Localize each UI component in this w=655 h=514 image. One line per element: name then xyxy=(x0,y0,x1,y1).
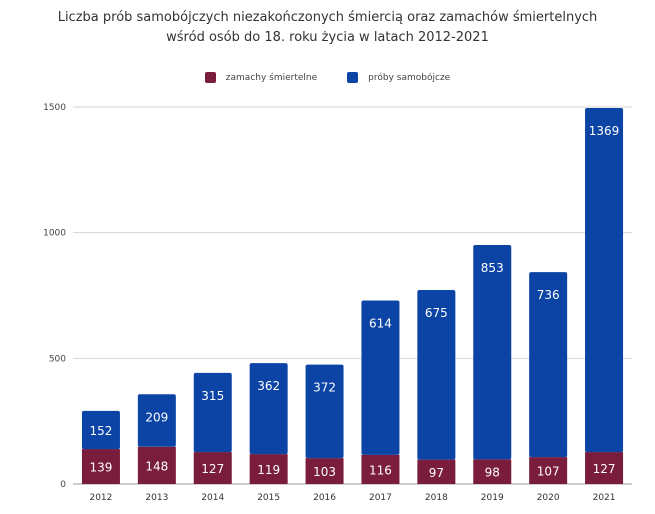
data-label: 119 xyxy=(257,463,280,477)
data-label: 614 xyxy=(369,317,392,331)
y-tick-label: 500 xyxy=(49,354,66,364)
data-label: 209 xyxy=(145,410,168,424)
bar-zamachy xyxy=(585,452,624,484)
legend: zamachy śmiertelne próby samobójcze xyxy=(0,72,655,83)
bar-proby xyxy=(361,300,400,455)
x-tick-label: 2019 xyxy=(481,493,504,503)
data-label: 315 xyxy=(201,389,224,403)
legend-item-zamachy: zamachy śmiertelne xyxy=(204,72,318,83)
x-tick-label: 2013 xyxy=(145,493,168,503)
y-tick-label: 1000 xyxy=(43,229,66,239)
bar-proby xyxy=(529,272,568,458)
chart-title: Liczba prób samobójczych niezakończonych… xyxy=(0,8,655,48)
bar-zamachy xyxy=(529,457,568,484)
bar-zamachy xyxy=(249,454,288,484)
bar-proby xyxy=(473,244,512,460)
data-label: 372 xyxy=(313,381,336,395)
legend-swatch-zamachy xyxy=(204,72,216,83)
x-tick-label: 2016 xyxy=(313,493,336,503)
y-tick-label: 0 xyxy=(60,480,66,490)
legend-label-zamachy: zamachy śmiertelne xyxy=(225,72,318,83)
x-tick-label: 2012 xyxy=(89,493,112,503)
data-label: 362 xyxy=(257,379,280,393)
data-label: 127 xyxy=(593,462,616,476)
legend-item-proby: próby samobójcze xyxy=(347,72,450,83)
y-tick-label: 1500 xyxy=(43,103,66,113)
data-label: 1369 xyxy=(589,124,620,138)
chart-title-line1: Liczba prób samobójczych niezakończonych… xyxy=(57,10,598,25)
bar-proby xyxy=(193,372,232,453)
data-label: 152 xyxy=(89,424,112,438)
x-tick-label: 2015 xyxy=(257,493,280,503)
bar-zamachy xyxy=(417,459,456,484)
data-label: 97 xyxy=(429,466,444,480)
bar-zamachy xyxy=(305,458,344,484)
x-tick-label: 2018 xyxy=(425,493,448,503)
data-label: 736 xyxy=(537,288,560,302)
bar-proby xyxy=(305,364,344,459)
data-label: 116 xyxy=(369,463,392,477)
chart-title-line2: wśród osób do 18. roku życia w latach 20… xyxy=(166,30,489,45)
bar-zamachy xyxy=(361,454,400,484)
bar-proby xyxy=(417,289,456,460)
data-label: 139 xyxy=(89,461,112,475)
x-tick-label: 2014 xyxy=(201,493,224,503)
data-label: 127 xyxy=(201,462,224,476)
x-tick-label: 2017 xyxy=(369,493,392,503)
x-tick-label: 2021 xyxy=(593,493,616,503)
bar-proby xyxy=(249,363,288,455)
data-label: 98 xyxy=(485,466,500,480)
bar-zamachy xyxy=(137,446,176,484)
bar-zamachy xyxy=(473,459,512,484)
data-label: 853 xyxy=(481,261,504,275)
bar-zamachy xyxy=(81,449,120,484)
bar-proby xyxy=(81,410,120,450)
data-label: 103 xyxy=(313,465,336,479)
data-label: 675 xyxy=(425,306,448,320)
bar-proby xyxy=(585,108,624,453)
data-label: 148 xyxy=(145,459,168,473)
bar-proby xyxy=(137,394,176,447)
bar-zamachy xyxy=(193,452,232,484)
data-label: 107 xyxy=(537,465,560,479)
legend-swatch-proby xyxy=(347,72,359,83)
legend-label-proby: próby samobójcze xyxy=(368,72,451,83)
x-tick-label: 2020 xyxy=(537,493,560,503)
